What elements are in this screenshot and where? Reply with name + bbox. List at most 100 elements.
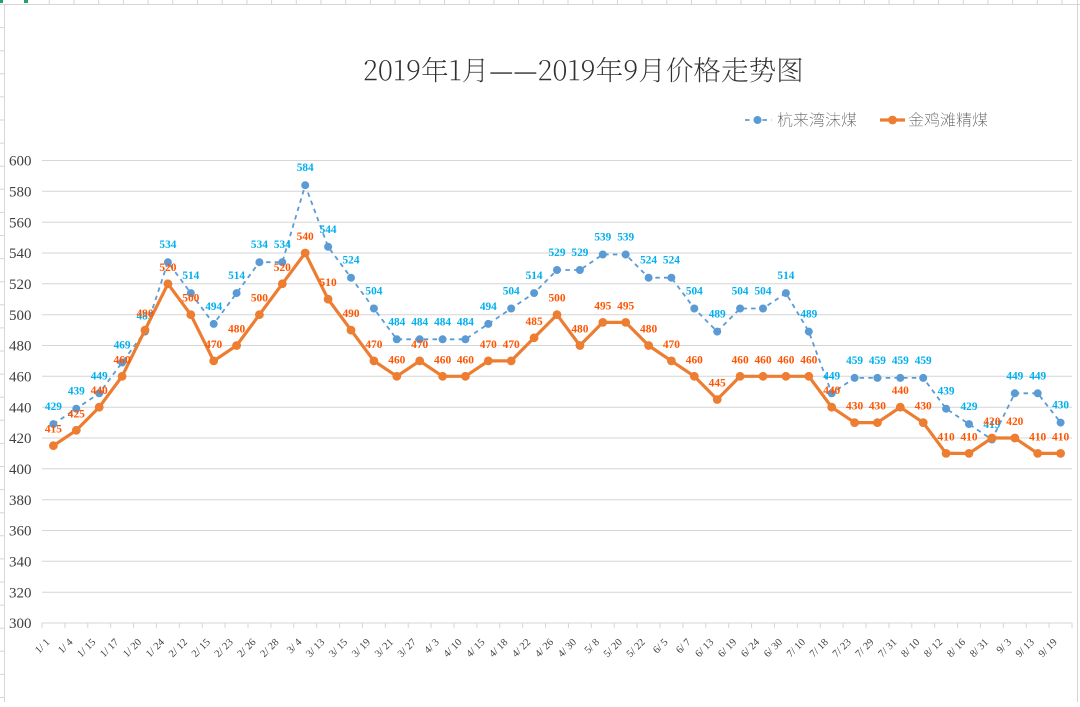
svg-text:410: 410	[938, 431, 955, 443]
svg-text:320: 320	[9, 585, 32, 601]
svg-text:460: 460	[777, 354, 794, 366]
svg-text:514: 514	[182, 270, 199, 282]
svg-text:429: 429	[45, 401, 62, 413]
svg-text:524: 524	[640, 255, 657, 267]
svg-text:504: 504	[732, 286, 749, 298]
svg-text:544: 544	[320, 224, 337, 236]
svg-text:459: 459	[846, 355, 863, 367]
svg-text:420: 420	[9, 431, 32, 447]
svg-text:500: 500	[548, 293, 565, 305]
svg-text:440: 440	[9, 400, 32, 416]
svg-text:490: 490	[136, 308, 153, 320]
svg-text:449: 449	[1006, 370, 1023, 382]
svg-text:440: 440	[823, 385, 840, 397]
svg-text:500: 500	[182, 293, 199, 305]
svg-text:504: 504	[503, 286, 520, 298]
svg-text:440: 440	[91, 385, 108, 397]
svg-text:494: 494	[205, 301, 222, 313]
svg-text:600: 600	[9, 154, 32, 170]
svg-text:449: 449	[823, 370, 840, 382]
svg-text:445: 445	[709, 378, 726, 390]
svg-text:419: 419	[983, 419, 1000, 431]
svg-text:529: 529	[571, 247, 588, 259]
svg-text:520: 520	[9, 277, 32, 293]
svg-text:430: 430	[869, 401, 886, 413]
svg-text:490: 490	[342, 308, 359, 320]
svg-text:460: 460	[732, 354, 749, 366]
svg-text:300: 300	[9, 616, 32, 632]
svg-text:485: 485	[526, 316, 543, 328]
svg-text:440: 440	[892, 385, 909, 397]
svg-text:425: 425	[68, 408, 85, 420]
svg-text:460: 460	[686, 354, 703, 366]
svg-text:470: 470	[365, 339, 382, 351]
svg-text:504: 504	[365, 286, 382, 298]
svg-text:514: 514	[777, 270, 794, 282]
svg-text:429: 429	[961, 401, 978, 413]
svg-text:480: 480	[571, 324, 588, 336]
svg-text:514: 514	[526, 270, 543, 282]
svg-text:539: 539	[617, 232, 634, 244]
svg-text:449: 449	[1029, 370, 1046, 382]
svg-text:439: 439	[68, 386, 85, 398]
svg-text:510: 510	[320, 277, 337, 289]
svg-text:500: 500	[9, 308, 32, 324]
svg-text:470: 470	[480, 339, 497, 351]
svg-text:470: 470	[205, 339, 222, 351]
svg-text:489: 489	[800, 309, 817, 321]
svg-text:489: 489	[709, 309, 726, 321]
svg-text:460: 460	[9, 370, 32, 386]
svg-text:480: 480	[640, 324, 657, 336]
svg-text:410: 410	[1052, 431, 1069, 443]
svg-text:410: 410	[960, 431, 977, 443]
svg-text:459: 459	[892, 355, 909, 367]
svg-text:470: 470	[663, 339, 680, 351]
svg-text:460: 460	[434, 354, 451, 366]
svg-text:520: 520	[159, 262, 176, 274]
svg-text:430: 430	[915, 401, 932, 413]
svg-text:539: 539	[594, 232, 611, 244]
svg-text:420: 420	[1006, 416, 1023, 428]
svg-text:439: 439	[938, 386, 955, 398]
svg-text:494: 494	[480, 301, 497, 313]
svg-text:460: 460	[754, 354, 771, 366]
svg-text:540: 540	[9, 246, 32, 262]
svg-text:534: 534	[274, 239, 291, 251]
svg-text:460: 460	[457, 354, 474, 366]
svg-text:460: 460	[800, 354, 817, 366]
svg-text:534: 534	[159, 239, 176, 251]
svg-text:495: 495	[594, 300, 611, 312]
svg-text:415: 415	[45, 424, 62, 436]
svg-text:430: 430	[846, 401, 863, 413]
svg-text:469: 469	[114, 340, 131, 352]
svg-text:520: 520	[274, 262, 291, 274]
svg-text:360: 360	[9, 524, 32, 540]
svg-text:480: 480	[228, 324, 245, 336]
svg-text:410: 410	[1029, 431, 1046, 443]
svg-text:480: 480	[9, 339, 32, 355]
svg-text:524: 524	[663, 255, 680, 267]
svg-text:534: 534	[251, 239, 268, 251]
svg-text:484: 484	[457, 316, 474, 328]
svg-text:420: 420	[983, 416, 1000, 428]
svg-text:529: 529	[549, 247, 566, 259]
svg-text:540: 540	[297, 231, 314, 243]
svg-text:459: 459	[869, 355, 886, 367]
svg-text:495: 495	[617, 300, 634, 312]
svg-text:340: 340	[9, 555, 32, 571]
svg-text:400: 400	[9, 462, 32, 478]
svg-text:470: 470	[411, 339, 428, 351]
svg-text:484: 484	[388, 316, 405, 328]
svg-text:524: 524	[343, 255, 360, 267]
svg-text:459: 459	[915, 355, 932, 367]
svg-text:560: 560	[9, 215, 32, 231]
svg-text:470: 470	[503, 339, 520, 351]
svg-text:580: 580	[9, 185, 32, 201]
svg-text:584: 584	[297, 162, 314, 174]
svg-text:449: 449	[91, 370, 108, 382]
svg-text:500: 500	[251, 293, 268, 305]
svg-text:380: 380	[9, 493, 32, 509]
svg-text:484: 484	[434, 316, 451, 328]
svg-text:430: 430	[1052, 400, 1069, 412]
svg-text:514: 514	[228, 270, 245, 282]
